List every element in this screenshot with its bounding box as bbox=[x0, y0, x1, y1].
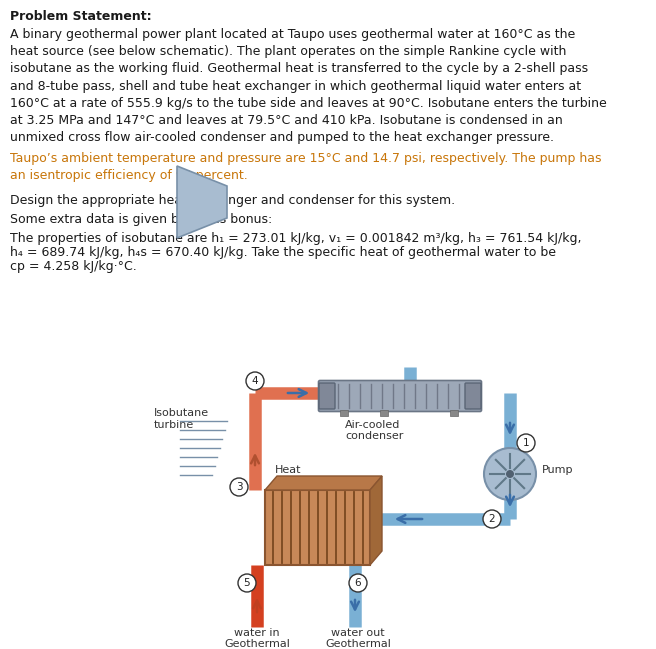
Text: 5: 5 bbox=[243, 578, 251, 588]
Text: The properties of isobutane are h₁ = 273.01 kJ/kg, v₁ = 0.001842 m³/kg, h₃ = 761: The properties of isobutane are h₁ = 273… bbox=[10, 232, 581, 245]
Text: cp = 4.258 kJ/kg·°C.: cp = 4.258 kJ/kg·°C. bbox=[10, 260, 136, 273]
Circle shape bbox=[517, 434, 535, 452]
Text: Isobutane: Isobutane bbox=[154, 408, 209, 418]
Text: Pump: Pump bbox=[542, 465, 573, 475]
Text: h₄ = 689.74 kJ/kg, h₄s = 670.40 kJ/kg. Take the specific heat of geothermal wate: h₄ = 689.74 kJ/kg, h₄s = 670.40 kJ/kg. T… bbox=[10, 246, 556, 259]
Bar bbox=[450, 410, 458, 416]
Circle shape bbox=[483, 510, 501, 528]
Text: Geothermal: Geothermal bbox=[325, 639, 391, 649]
Text: 6: 6 bbox=[355, 578, 361, 588]
Text: 3: 3 bbox=[236, 482, 242, 492]
Circle shape bbox=[246, 372, 264, 390]
Text: Some extra data is given below as bonus:: Some extra data is given below as bonus: bbox=[10, 213, 272, 226]
Polygon shape bbox=[177, 166, 227, 238]
Bar bbox=[380, 410, 388, 416]
Bar bbox=[265, 490, 370, 565]
Text: water out: water out bbox=[331, 628, 385, 638]
Text: exchanger: exchanger bbox=[275, 477, 334, 487]
Text: Taupo’s ambient temperature and pressure are 15°C and 14.7 psi, respectively. Th: Taupo’s ambient temperature and pressure… bbox=[10, 152, 602, 182]
FancyBboxPatch shape bbox=[465, 383, 481, 409]
Circle shape bbox=[238, 574, 256, 592]
Text: Geothermal: Geothermal bbox=[224, 639, 290, 649]
Text: water in: water in bbox=[234, 628, 280, 638]
Circle shape bbox=[506, 470, 514, 478]
Text: 4: 4 bbox=[252, 376, 258, 386]
Circle shape bbox=[484, 448, 536, 500]
Text: 2: 2 bbox=[489, 514, 495, 524]
Text: Air-cooled: Air-cooled bbox=[345, 420, 400, 430]
Circle shape bbox=[230, 478, 248, 496]
Text: A binary geothermal power plant located at Taupo uses geothermal water at 160°C : A binary geothermal power plant located … bbox=[10, 28, 607, 144]
FancyBboxPatch shape bbox=[319, 380, 482, 411]
Text: 1: 1 bbox=[523, 438, 529, 448]
Polygon shape bbox=[265, 476, 382, 490]
Text: turbine: turbine bbox=[154, 420, 194, 430]
Text: Design the appropriate heat exchanger and condenser for this system.: Design the appropriate heat exchanger an… bbox=[10, 194, 455, 207]
Polygon shape bbox=[370, 476, 382, 565]
Text: condenser: condenser bbox=[345, 431, 403, 441]
Text: Heat: Heat bbox=[275, 465, 302, 475]
Bar bbox=[340, 410, 348, 416]
FancyBboxPatch shape bbox=[319, 383, 335, 409]
Circle shape bbox=[349, 574, 367, 592]
Text: Problem Statement:: Problem Statement: bbox=[10, 10, 152, 23]
